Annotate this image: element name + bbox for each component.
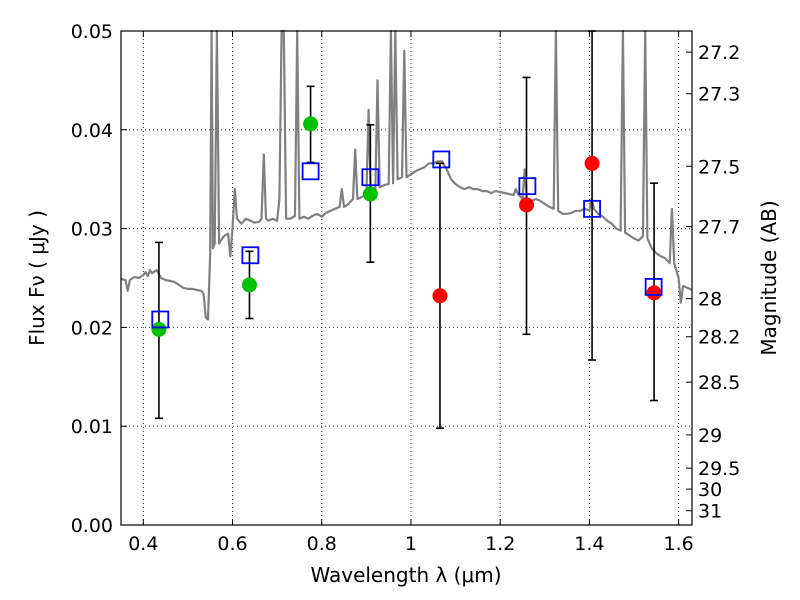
plot-frame bbox=[120, 30, 693, 526]
x-tick-label: 0.6 bbox=[217, 533, 247, 555]
y-tick-label: 0.04 bbox=[71, 120, 113, 142]
y-tick-label: 0.02 bbox=[71, 317, 113, 339]
data-point-square bbox=[518, 177, 537, 196]
mag-tick-label: 28.5 bbox=[698, 372, 740, 394]
error-bars bbox=[154, 30, 659, 429]
data-point-square bbox=[432, 150, 451, 169]
data-point-circle bbox=[151, 321, 167, 337]
data-point-square bbox=[151, 310, 170, 329]
x-tick-label: 0.4 bbox=[128, 533, 158, 555]
mag-tick-label: 27.7 bbox=[698, 217, 740, 239]
y-tick-label: 0.01 bbox=[71, 416, 113, 438]
tick-labels: 0.4 0.6 0.8 1 1.2 1.4 1.6 0.00 0.01 0.02 0.03 0.04 0… bbox=[71, 21, 741, 555]
data-point-square bbox=[241, 246, 260, 265]
x-tick-label: 0.8 bbox=[307, 533, 337, 555]
mag-tick-label: 30 bbox=[698, 479, 722, 501]
x-tick-label: 1.4 bbox=[574, 533, 604, 555]
mag-tick-label: 28.2 bbox=[698, 327, 740, 349]
y2-axis-label: Magnitude (AB) bbox=[757, 200, 781, 355]
mag-tick-label: 27.3 bbox=[698, 84, 740, 106]
data-point-circle bbox=[518, 197, 534, 213]
mag-tick-label: 29.5 bbox=[698, 458, 740, 480]
y-tick-label: 0.00 bbox=[71, 515, 113, 537]
data-point-circle bbox=[432, 288, 448, 304]
mag-tick-label: 29 bbox=[698, 425, 722, 447]
mag-tick-label: 27.5 bbox=[698, 156, 740, 178]
axis-ticks bbox=[121, 30, 692, 526]
data-markers bbox=[151, 116, 663, 337]
y-tick-label: 0.05 bbox=[71, 21, 113, 43]
x-axis-label: Wavelength λ (μm) bbox=[310, 563, 501, 587]
mag-tick-label: 28 bbox=[698, 289, 722, 311]
data-point-circle bbox=[584, 155, 600, 171]
data-point-square bbox=[301, 162, 320, 181]
data-point-circle bbox=[303, 116, 319, 132]
mag-tick-label: 31 bbox=[698, 501, 722, 523]
template-spectrum bbox=[120, 29, 693, 321]
spectrum-line bbox=[120, 29, 693, 321]
x-tick-label: 1 bbox=[405, 533, 417, 555]
data-point-square bbox=[583, 199, 601, 218]
y-tick-label: 0.03 bbox=[71, 219, 113, 241]
grid bbox=[121, 30, 692, 526]
x-tick-label: 1.2 bbox=[485, 533, 515, 555]
y-axis-label: Flux Fν ( μJy ) bbox=[25, 210, 49, 346]
data-point-square bbox=[644, 277, 663, 296]
data-point-circle bbox=[362, 186, 378, 202]
mag-tick-label: 27.2 bbox=[698, 42, 740, 64]
data-point-circle bbox=[646, 285, 662, 301]
x-tick-label: 1.6 bbox=[664, 533, 694, 555]
data-point-circle bbox=[241, 277, 257, 293]
data-point-square bbox=[361, 168, 380, 187]
